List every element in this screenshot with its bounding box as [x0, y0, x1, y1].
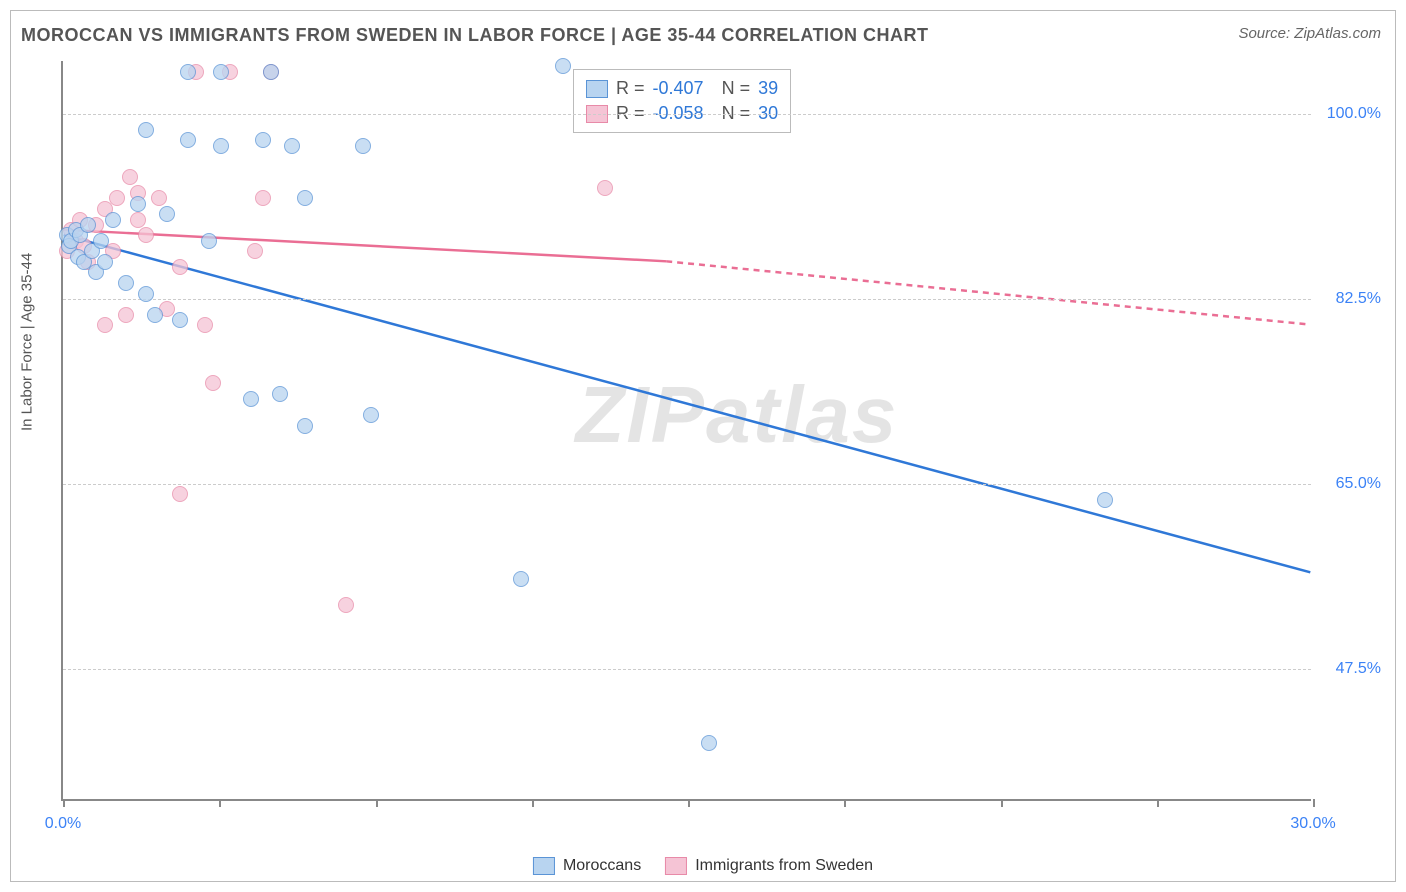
data-point: [180, 64, 196, 80]
data-point: [1097, 492, 1113, 508]
x-tick: [1313, 799, 1315, 807]
x-tick-label: 0.0%: [45, 815, 81, 833]
watermark-bold: ZIP: [576, 370, 706, 459]
swatch-sweden: [665, 857, 687, 875]
x-tick-label: 30.0%: [1290, 815, 1335, 833]
plot-area: ZIPatlas R =-0.407N =39R =-0.058N =30 47…: [61, 61, 1311, 801]
data-point: [97, 317, 113, 333]
legend-label-sweden: Immigrants from Sweden: [695, 857, 873, 875]
gridline: [63, 669, 1311, 670]
data-point: [172, 259, 188, 275]
data-point: [247, 243, 263, 259]
gridline: [63, 299, 1311, 300]
x-tick: [219, 799, 221, 807]
x-tick: [688, 799, 690, 807]
x-tick: [532, 799, 534, 807]
data-point: [338, 597, 354, 613]
data-point: [80, 217, 96, 233]
data-point: [151, 190, 167, 206]
r-value: -0.407: [653, 78, 704, 99]
legend-label-moroccans: Moroccans: [563, 857, 641, 875]
data-point: [213, 138, 229, 154]
x-tick: [1157, 799, 1159, 807]
r-label: R =: [616, 78, 645, 99]
swatch-icon: [586, 80, 608, 98]
data-point: [297, 190, 313, 206]
data-point: [180, 132, 196, 148]
y-tick-label: 65.0%: [1336, 475, 1381, 493]
series-legend: Moroccans Immigrants from Sweden: [533, 857, 873, 875]
data-point: [130, 212, 146, 228]
data-point: [172, 486, 188, 502]
data-point: [147, 307, 163, 323]
gridline: [63, 484, 1311, 485]
data-point: [118, 275, 134, 291]
data-point: [555, 58, 571, 74]
data-point: [513, 571, 529, 587]
data-point: [205, 375, 221, 391]
y-tick-label: 82.5%: [1336, 290, 1381, 308]
gridline: [63, 114, 1311, 115]
data-point: [172, 312, 188, 328]
data-point: [197, 317, 213, 333]
data-point: [105, 212, 121, 228]
x-tick: [1001, 799, 1003, 807]
data-point: [272, 386, 288, 402]
source-label: Source: ZipAtlas.com: [1238, 25, 1381, 42]
data-point: [255, 190, 271, 206]
data-point: [701, 735, 717, 751]
data-point: [263, 64, 279, 80]
y-axis-label: In Labor Force | Age 35-44: [19, 253, 36, 431]
correlation-legend: R =-0.407N =39R =-0.058N =30: [573, 69, 791, 133]
watermark-light: atlas: [706, 370, 898, 459]
data-point: [93, 233, 109, 249]
y-tick-label: 100.0%: [1327, 105, 1381, 123]
data-point: [122, 169, 138, 185]
swatch-moroccans: [533, 857, 555, 875]
legend-item-sweden: Immigrants from Sweden: [665, 857, 873, 875]
y-tick-label: 47.5%: [1336, 660, 1381, 678]
data-point: [97, 254, 113, 270]
data-point: [363, 407, 379, 423]
legend-item-moroccans: Moroccans: [533, 857, 641, 875]
data-point: [138, 122, 154, 138]
legend-row-moroccans: R = -0.407 N = 39: [586, 76, 778, 101]
data-point: [597, 180, 613, 196]
watermark: ZIPatlas: [576, 369, 899, 461]
x-tick: [63, 799, 65, 807]
data-point: [213, 64, 229, 80]
n-value: 39: [758, 78, 778, 99]
data-point: [109, 190, 125, 206]
data-point: [159, 206, 175, 222]
data-point: [138, 286, 154, 302]
data-point: [130, 196, 146, 212]
chart-container: MOROCCAN VS IMMIGRANTS FROM SWEDEN IN LA…: [10, 10, 1396, 882]
data-point: [201, 233, 217, 249]
data-point: [255, 132, 271, 148]
x-tick: [844, 799, 846, 807]
n-label: N =: [722, 78, 751, 99]
data-point: [138, 227, 154, 243]
chart-title: MOROCCAN VS IMMIGRANTS FROM SWEDEN IN LA…: [21, 25, 929, 46]
x-tick: [376, 799, 378, 807]
data-point: [118, 307, 134, 323]
data-point: [284, 138, 300, 154]
data-point: [243, 391, 259, 407]
data-point: [355, 138, 371, 154]
trendlines-svg: [63, 61, 1311, 799]
data-point: [297, 418, 313, 434]
